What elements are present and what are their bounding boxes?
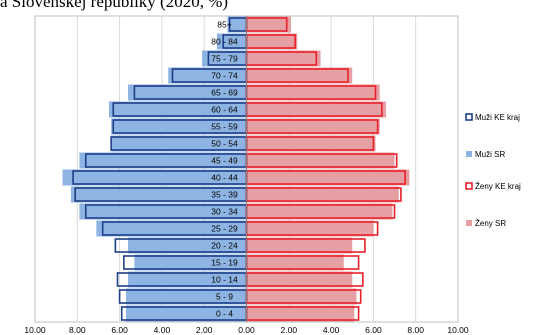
bar-muzi-sr [168, 67, 247, 84]
bar-zeny-sr [246, 152, 395, 169]
age-group-label: 60 - 64 [211, 105, 238, 115]
bar-zeny-sr [246, 101, 387, 118]
bar-zeny-sr [246, 135, 376, 152]
bar-zeny-sr [246, 237, 353, 254]
bar-zeny-sr [246, 186, 399, 203]
age-group-label: 50 - 54 [211, 139, 238, 149]
age-group-label: 65 - 69 [211, 88, 238, 98]
legend-label: Ženy SR [475, 219, 506, 228]
age-group-label: 15 - 19 [211, 258, 238, 268]
bar-muzi-sr [96, 220, 247, 237]
age-group-label: 30 - 34 [211, 207, 238, 217]
x-tick-label: 0.00 [238, 325, 255, 335]
age-group-label: 35 - 39 [211, 190, 238, 200]
bar-muzi-sr [125, 288, 247, 305]
bar-zeny-sr [246, 169, 410, 186]
bar-muzi-sr [109, 101, 247, 118]
age-group-label: 40 - 44 [211, 173, 238, 183]
legend-label: Muži SR [475, 150, 505, 159]
x-tick-label: 8.00 [69, 325, 86, 335]
age-group-label: 25 - 29 [211, 224, 238, 234]
x-tick-label: 6.00 [111, 325, 128, 335]
bar-zeny-sr [246, 33, 298, 50]
bar-muzi-sr [128, 84, 247, 101]
bar-muzi-sr [227, 16, 247, 33]
bar-muzi-sr [128, 271, 247, 288]
age-group-label: 45 - 49 [211, 156, 238, 166]
bar-zeny-sr [246, 305, 355, 322]
bar-muzi-sr [62, 169, 247, 186]
age-group-label: 80 - 84 [211, 37, 238, 47]
bar-muzi-sr [70, 186, 247, 203]
age-group-label: 0 - 4 [216, 309, 233, 319]
age-group-label: 10 - 14 [211, 275, 238, 285]
age-group-label: 5 - 9 [216, 292, 233, 302]
bar-zeny-sr [246, 84, 380, 101]
bar-muzi-sr [216, 33, 247, 50]
legend-label: Ženy KE kraj [475, 182, 521, 191]
legend-label: Muži KE kraj [475, 113, 520, 122]
bar-muzi-sr [79, 203, 247, 220]
bar-muzi-sr [125, 305, 247, 322]
x-tick-label: 2.00 [281, 325, 298, 335]
age-group-label: 70 - 74 [211, 71, 238, 81]
legend-swatch [466, 220, 472, 226]
bar-muzi-sr [79, 152, 247, 169]
bar-zeny-sr [246, 67, 353, 84]
bar-zeny-sr [246, 220, 374, 237]
x-tick-label: 10.00 [24, 325, 46, 335]
age-group-label: 20 - 24 [211, 241, 238, 251]
legend-swatch [465, 113, 473, 121]
x-tick-label: 8.00 [407, 325, 424, 335]
bar-zeny-sr [246, 271, 353, 288]
bar-zeny-sr [246, 50, 321, 67]
chart-title: a Slovenskej republiky (2020, %) [0, 0, 229, 11]
legend-swatch [465, 182, 473, 190]
x-tick-label: 10.00 [447, 325, 469, 335]
x-tick-label: 2.00 [196, 325, 213, 335]
bar-zeny-sr [246, 254, 344, 271]
bar-zeny-sr [246, 16, 291, 33]
bar-muzi-sr [202, 50, 247, 67]
age-group-label: 75 - 79 [211, 54, 238, 64]
bar-muzi-sr [111, 118, 247, 135]
bar-zeny-sr [246, 203, 393, 220]
bar-muzi-sr [128, 237, 247, 254]
age-group-label: 55 - 59 [211, 122, 238, 132]
bar-muzi-sr [134, 254, 247, 271]
bar-muzi-sr [111, 135, 247, 152]
x-tick-label: 6.00 [365, 325, 382, 335]
bar-zeny-sr [246, 288, 357, 305]
x-tick-label: 4.00 [323, 325, 340, 335]
bar-zeny-sr [246, 118, 380, 135]
legend-swatch [466, 151, 472, 157]
age-group-label: 85+ [217, 20, 231, 30]
x-tick-label: 4.00 [154, 325, 171, 335]
